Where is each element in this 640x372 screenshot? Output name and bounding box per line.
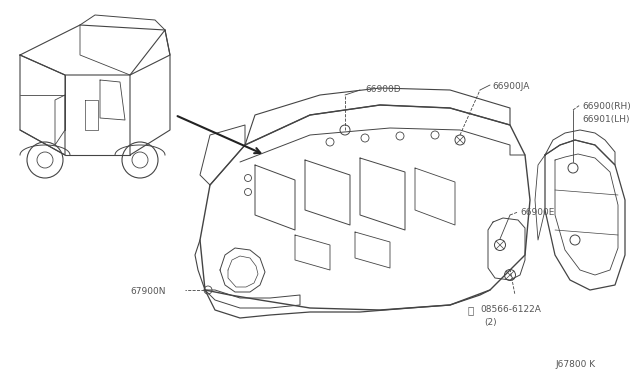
- Text: 08566-6122A: 08566-6122A: [480, 305, 541, 314]
- Text: 66900JA: 66900JA: [492, 82, 529, 91]
- Text: 66900(RH): 66900(RH): [582, 102, 631, 111]
- Text: (2): (2): [484, 318, 497, 327]
- Text: J67800 K: J67800 K: [555, 360, 595, 369]
- Text: 66900E: 66900E: [520, 208, 554, 217]
- Text: 67900N: 67900N: [130, 287, 166, 296]
- Text: 66901(LH): 66901(LH): [582, 115, 630, 124]
- Text: Ⓢ: Ⓢ: [468, 305, 474, 315]
- Text: 66900D: 66900D: [365, 85, 401, 94]
